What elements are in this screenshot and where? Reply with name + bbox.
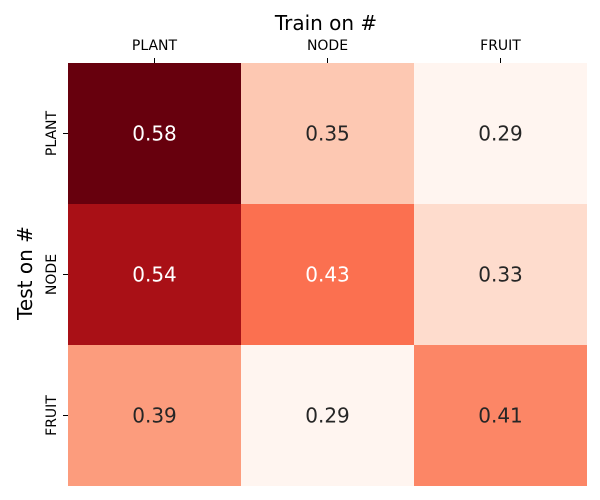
heatmap-cell: [68, 204, 241, 345]
x-axis-title: Train on #: [274, 11, 377, 35]
cell-value-label: 0.33: [478, 263, 523, 287]
x-tick-label: NODE: [307, 38, 348, 54]
y-axis-ticks: PLANT NODE FRUIT: [44, 110, 68, 436]
heatmap-cell: [241, 204, 414, 345]
heatmap-cell: [414, 204, 587, 345]
x-axis-ticks: PLANT NODE FRUIT: [132, 38, 521, 63]
heatmap-cell: [68, 345, 241, 486]
cell-value-label: 0.54: [132, 263, 177, 287]
cell-value-label: 0.43: [305, 263, 350, 287]
heatmap-cell: [68, 63, 241, 204]
heatmap-cell: [414, 345, 587, 486]
y-tick-label: PLANT: [44, 110, 60, 156]
y-axis-title: Test on #: [13, 226, 37, 321]
y-tick-label: NODE: [44, 254, 60, 295]
cell-value-label: 0.29: [478, 122, 523, 146]
heatmap-cell: [241, 345, 414, 486]
heatmap-cell: [414, 63, 587, 204]
cell-value-label: 0.35: [305, 122, 350, 146]
heatmap-cell: [241, 63, 414, 204]
cell-value-label: 0.58: [132, 122, 177, 146]
x-tick-label: FRUIT: [480, 38, 521, 54]
y-tick-label: FRUIT: [44, 395, 60, 436]
cell-value-label: 0.41: [478, 404, 523, 428]
cell-value-label: 0.29: [305, 404, 350, 428]
x-tick-label: PLANT: [132, 38, 178, 54]
heatmap-cells: 0.58 0.35 0.29 0.54 0.43 0.33 0.39 0.29 0.41: [68, 63, 587, 486]
cell-value-label: 0.39: [132, 404, 177, 428]
